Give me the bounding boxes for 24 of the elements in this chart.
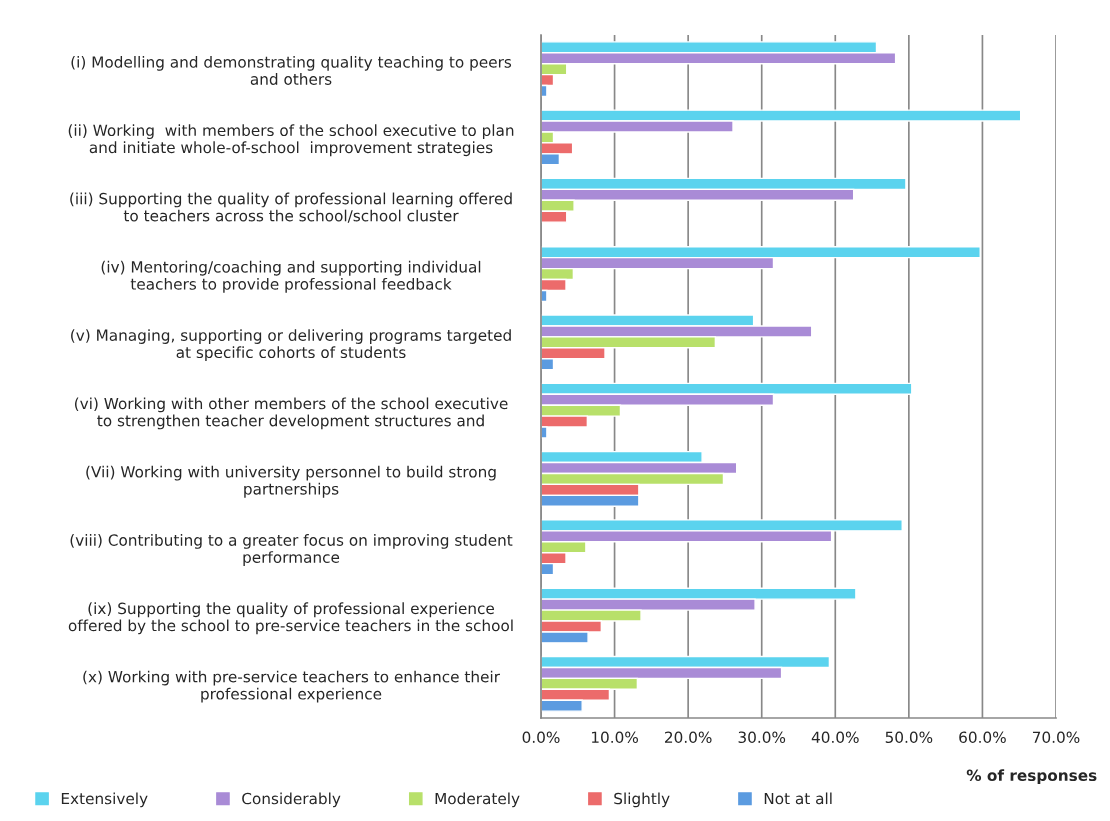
x-tick-label: 60.0% [959, 731, 1006, 744]
y-tick-label: (iv) Mentoring/coaching and supporting individual teachers to provide professional feedback [101, 260, 481, 293]
y-tick-label: (vi) Working with other members of the school executive to strengthen teacher development structures and [75, 397, 508, 430]
y-tick-label: (viii) Contributing to a greater focus on improving student performance [70, 534, 513, 566]
x-tick-label: 50.0% [885, 731, 933, 744]
y-tick-label: (i) Modelling and demonstrating quality teaching to peers and others [71, 55, 512, 85]
x-tick-label: 10.0% [591, 731, 638, 744]
x-axis-title: % of responses [966, 769, 1097, 785]
legend-label: Extensively [61, 792, 148, 808]
legend-label: Moderately [435, 792, 520, 808]
legend-label: Not at all [764, 792, 832, 805]
y-tick-label: (v) Managing, supporting or delivering programs targeted at specific cohorts of students [71, 329, 511, 362]
x-tick-label: 20.0% [665, 731, 712, 744]
y-tick-label: (x) Working with pre-service teachers to enhance their professional experience [83, 670, 500, 703]
x-tick-label: 70.0% [1032, 731, 1080, 744]
x-tick-label: 40.0% [811, 731, 859, 744]
y-tick-label: (iii) Supporting the quality of professional learning offered to teachers across the school/school cluster [70, 192, 512, 223]
y-tick-label: (ii) Working with members of the school executive to plan and initiate whole-of-school improvement strategies [68, 124, 514, 157]
x-tick-label: 0.0% [522, 731, 560, 744]
y-tick-label: (Vii) Working with university personnel to build strong partnerships [86, 465, 496, 498]
y-tick-label: (ix) Supporting the quality of professional experience offered by the school to pre-service teachers in the school [68, 602, 513, 635]
x-tick-label: 30.0% [738, 731, 786, 744]
legend-label: Slightly [614, 792, 670, 808]
legend-label: Considerably [242, 792, 341, 808]
